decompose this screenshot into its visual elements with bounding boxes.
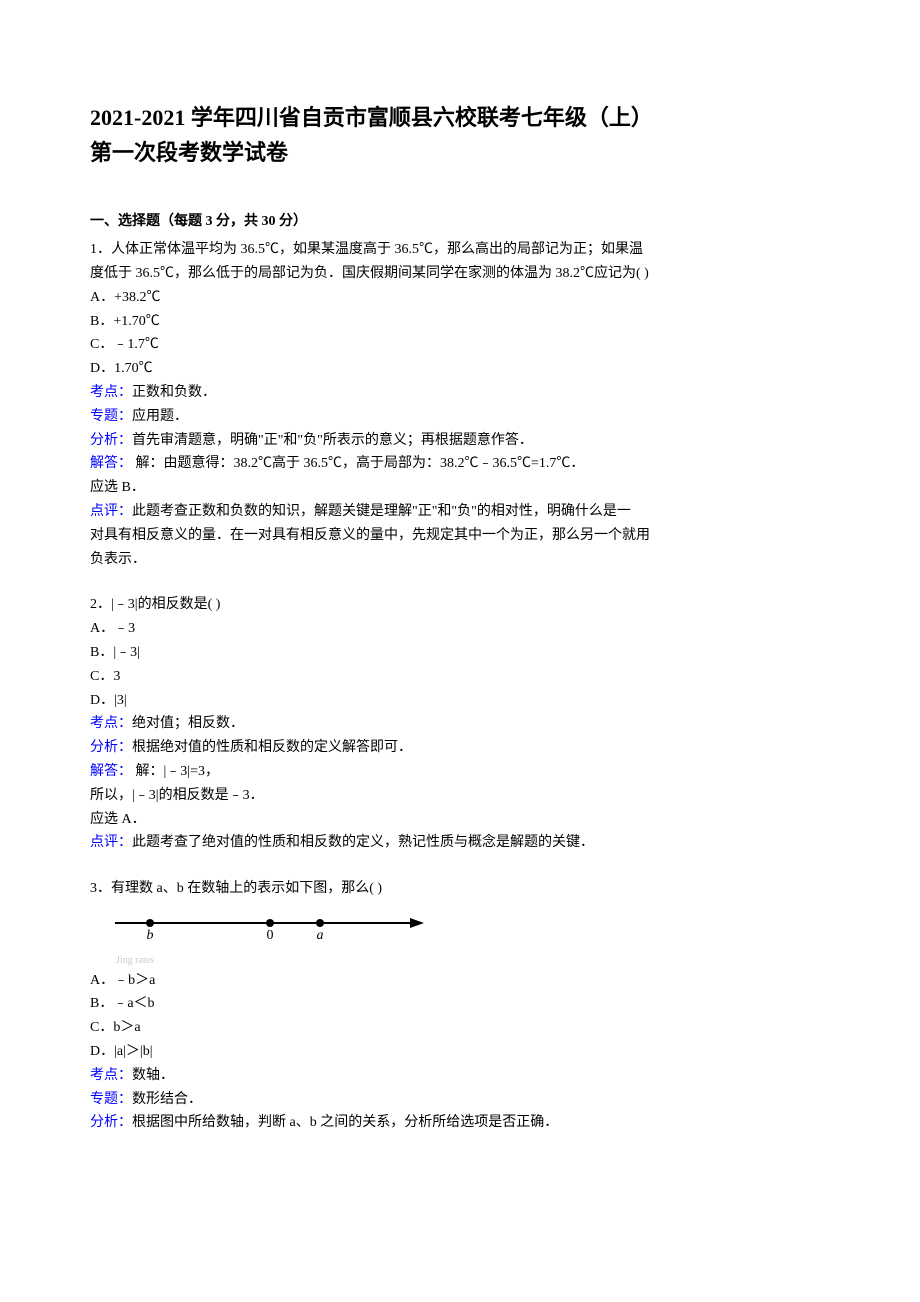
dianping-text: 此题考查了绝对值的性质和相反数的定义，熟记性质与概念是解题的关键． [132,835,594,850]
nl-label-0: 0 [267,928,274,941]
q2-option-b: B．|﹣3| [90,641,830,665]
number-line-diagram: b 0 a [110,911,830,950]
dianping-label: 点评： [90,835,132,850]
q2-jieda-line2: 所以，|﹣3|的相反数是﹣3． [90,784,830,808]
dianping-label: 点评： [90,504,132,519]
section-1-header: 一、选择题（每题 3 分，共 30 分） [90,210,830,234]
kaodian-label: 考点： [90,385,132,400]
zhuanti-label: 专题： [90,409,132,424]
fenxi-label: 分析： [90,1115,132,1130]
fenxi-text: 首先审清题意，明确"正"和"负"所表示的意义；再根据题意作答． [132,433,533,448]
kaodian-label: 考点： [90,1068,132,1083]
q2-option-d: D．|3| [90,689,830,713]
jieda-text: 解：由题意得：38.2℃高于 36.5℃，高于局部为：38.2℃﹣36.5℃=1… [132,456,584,471]
zhuanti-label: 专题： [90,1092,132,1107]
jieda-label: 解答： [90,456,132,471]
q3-zhuanti: 专题：数形结合． [90,1088,830,1112]
q1-jieda-line2: 应选 B． [90,476,830,500]
fenxi-label: 分析： [90,740,132,755]
kaodian-text: 绝对值；相反数． [132,716,244,731]
q2-jieda: 解答： 解：|﹣3|=3， [90,760,830,784]
q1-kaodian: 考点：正数和负数． [90,381,830,405]
q1-fenxi: 分析：首先审清题意，明确"正"和"负"所表示的意义；再根据题意作答． [90,429,830,453]
nl-label-a: a [317,928,324,941]
q2-kaodian: 考点：绝对值；相反数． [90,712,830,736]
fenxi-label: 分析： [90,433,132,448]
dianping-text1: 此题考查正数和负数的知识，解题关键是理解"正"和"负"的相对性，明确什么是一 [132,504,631,519]
q1-dianping-line3: 负表示． [90,548,830,572]
q1-zhuanti: 专题：应用题． [90,405,830,429]
kaodian-text: 正数和负数． [132,385,216,400]
q2-dianping: 点评：此题考查了绝对值的性质和相反数的定义，熟记性质与概念是解题的关键． [90,831,830,855]
q1-dianping-line2: 对具有相反意义的量．在一对具有相反意义的量中，先规定其中一个为正，那么另一个就用 [90,524,830,548]
q1-option-d: D．1.70℃ [90,357,830,381]
q2-jieda-line3: 应选 A． [90,808,830,832]
q1-option-a: A．+38.2℃ [90,286,830,310]
q3-option-b: B．﹣a＜b [90,992,830,1016]
jieda-text: 解：|﹣3|=3， [132,764,219,779]
q3-option-d: D．|a|＞|b| [90,1040,830,1064]
question-2: 2．|﹣3|的相反数是( ) A．﹣3 B．|﹣3| C．3 D．|3| 考点：… [90,593,830,855]
q3-fenxi: 分析：根据图中所给数轴，判断 a、b 之间的关系，分析所给选项是否正确． [90,1111,830,1135]
watermark-text: Jing rates [116,952,830,969]
q3-kaodian: 考点：数轴． [90,1064,830,1088]
fenxi-text: 根据绝对值的性质和相反数的定义解答即可． [132,740,412,755]
exam-title: 2021-2021 学年四川省自贡市富顺县六校联考七年级（上） 第一次段考数学试… [90,100,830,170]
q3-stem: 3．有理数 a、b 在数轴上的表示如下图，那么( ) [90,877,830,901]
fenxi-text: 根据图中所给数轴，判断 a、b 之间的关系，分析所给选项是否正确． [132,1115,558,1130]
q3-option-c: C．b＞a [90,1016,830,1040]
q1-stem-line1: 1．人体正常体温平均为 36.5℃，如果某温度高于 36.5℃，那么高出的局部记… [90,238,830,262]
q1-option-c: C．﹣1.7℃ [90,333,830,357]
q1-stem-line2: 度低于 36.5℃，那么低于的局部记为负．国庆假期间某同学在家测的体温为 38.… [90,262,830,286]
q2-option-a: A．﹣3 [90,617,830,641]
q1-jieda: 解答： 解：由题意得：38.2℃高于 36.5℃，高于局部为：38.2℃﹣36.… [90,452,830,476]
jieda-label: 解答： [90,764,132,779]
title-line2: 第一次段考数学试卷 [90,140,288,165]
kaodian-label: 考点： [90,716,132,731]
kaodian-text: 数轴． [132,1068,174,1083]
nl-label-b: b [147,928,154,941]
zhuanti-text: 数形结合． [132,1092,202,1107]
q1-dianping-line1: 点评：此题考查正数和负数的知识，解题关键是理解"正"和"负"的相对性，明确什么是… [90,500,830,524]
q2-stem: 2．|﹣3|的相反数是( ) [90,593,830,617]
q2-option-c: C．3 [90,665,830,689]
zhuanti-text: 应用题． [132,409,188,424]
number-line-svg: b 0 a [110,911,430,941]
question-3: 3．有理数 a、b 在数轴上的表示如下图，那么( ) b 0 a Jing ra… [90,877,830,1135]
q2-fenxi: 分析：根据绝对值的性质和相反数的定义解答即可． [90,736,830,760]
question-1: 1．人体正常体温平均为 36.5℃，如果某温度高于 36.5℃，那么高出的局部记… [90,238,830,571]
q1-option-b: B．+1.70℃ [90,310,830,334]
q3-option-a: A．﹣b＞a [90,969,830,993]
title-line1: 2021-2021 学年四川省自贡市富顺县六校联考七年级（上） [90,105,653,130]
